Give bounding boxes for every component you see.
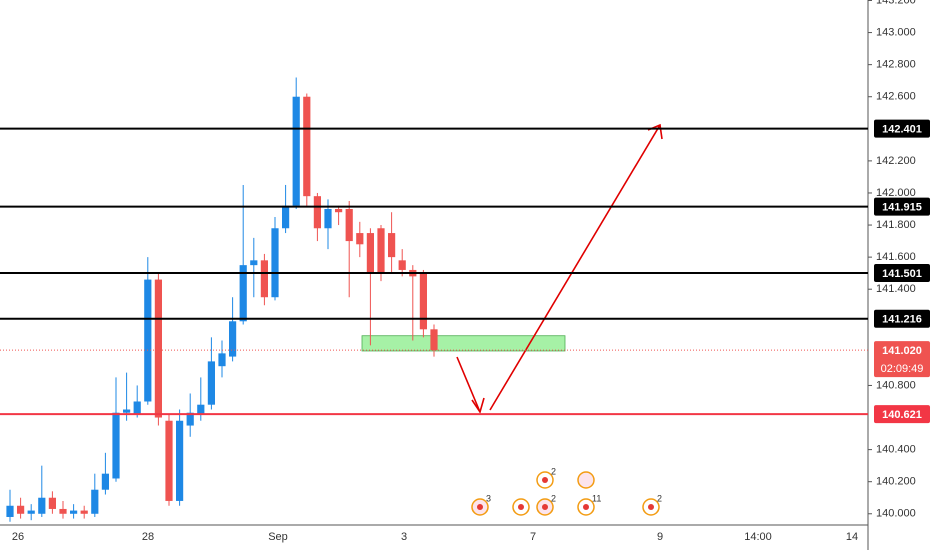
level-label: 141.501	[882, 268, 922, 280]
x-tick-label: 14:00	[744, 531, 772, 543]
candle-body	[398, 260, 406, 270]
event-dot	[542, 504, 548, 510]
candle-body	[154, 279, 162, 418]
y-tick-label: 141.800	[876, 219, 916, 231]
countdown-label: 02:09:49	[881, 363, 924, 375]
candle-body	[250, 260, 258, 266]
candle-body	[229, 321, 237, 357]
candle-body	[377, 228, 385, 274]
y-tick-label: 140.800	[876, 379, 916, 391]
y-tick-label: 140.000	[876, 508, 916, 520]
y-tick-label: 141.400	[876, 283, 916, 295]
current-price-box	[874, 341, 930, 378]
x-tick-label: 14	[846, 531, 858, 543]
candle-body	[112, 412, 120, 479]
x-tick-label: 28	[142, 531, 154, 543]
y-tick-label: 143.000	[876, 26, 916, 38]
candle-body	[313, 196, 321, 229]
candle-body	[70, 510, 78, 514]
y-tick-label: 141.600	[876, 251, 916, 263]
event-dot	[518, 504, 524, 510]
zone	[361, 335, 566, 352]
candle-body	[144, 279, 152, 402]
candle-body	[335, 209, 343, 213]
candle-body	[388, 233, 396, 258]
plot	[6, 77, 566, 522]
level-label: 142.401	[882, 124, 922, 136]
arrow-head	[471, 397, 485, 414]
candle-body	[165, 420, 173, 501]
event-count: 3	[486, 493, 491, 503]
event-dot	[477, 504, 483, 510]
candle-body	[17, 505, 25, 514]
candle-body	[197, 404, 205, 415]
level-label: 141.216	[882, 314, 922, 326]
level-label-box	[874, 405, 930, 424]
event-icons: 3 2 2 11 2	[471, 466, 662, 516]
candle-body	[260, 260, 268, 298]
arrows	[456, 123, 663, 414]
event-icon	[577, 471, 595, 489]
candle-body	[430, 329, 438, 351]
candle-body	[91, 489, 99, 514]
x-tick-label: 9	[657, 531, 663, 543]
candle-body	[345, 209, 353, 242]
level-label: 141.915	[882, 202, 922, 214]
candle-body	[303, 96, 311, 197]
y-tick-label: 142.800	[876, 59, 916, 71]
y-tick-label: 140.400	[876, 444, 916, 456]
candle-body	[356, 233, 364, 245]
candle-body	[59, 508, 67, 514]
candle-body	[292, 96, 300, 206]
y-tick-label: 140.200	[876, 476, 916, 488]
candle-body	[282, 205, 290, 229]
event-count: 2	[657, 493, 662, 503]
level-label-box	[874, 264, 930, 283]
x-tick-label: Sep	[268, 531, 288, 543]
candle-body	[48, 497, 56, 509]
x-tick-label: 3	[401, 531, 407, 543]
arrow-down	[456, 356, 481, 413]
event-dot	[648, 504, 654, 510]
x-tick-label: 7	[530, 531, 536, 543]
candle-body	[123, 409, 131, 413]
y-tick-label: 143.200	[876, 0, 916, 6]
candle-body	[186, 412, 194, 426]
candle-body	[27, 510, 35, 514]
y-tick-label: 142.200	[876, 155, 916, 167]
y-tick-label: 142.000	[876, 187, 916, 199]
candle-body	[6, 505, 14, 517]
event-count: 11	[592, 493, 601, 503]
candle-body	[324, 209, 332, 229]
candle-body	[239, 265, 247, 322]
candle-body	[366, 233, 374, 274]
level-label-box	[874, 119, 930, 138]
candle-body	[271, 228, 279, 298]
y-tick-label: 142.600	[876, 91, 916, 103]
candle-body	[207, 361, 215, 405]
x-tick-label: 26	[12, 531, 24, 543]
candle-body	[101, 473, 109, 490]
event-dot	[542, 477, 548, 483]
event-count: 2	[551, 466, 556, 476]
event-dot	[583, 504, 589, 510]
current-price-label: 141.020	[882, 345, 922, 357]
candle-body	[80, 510, 88, 514]
level-label-box	[874, 309, 930, 328]
event-count: 2	[551, 493, 556, 503]
candle-body	[38, 497, 46, 514]
level-label-box	[874, 197, 930, 216]
level-label: 140.621	[882, 409, 922, 421]
candle-body	[133, 401, 141, 415]
arrow-up	[489, 124, 661, 411]
candle-body	[218, 353, 226, 367]
candle-body	[176, 420, 184, 501]
candle-body	[419, 273, 427, 330]
